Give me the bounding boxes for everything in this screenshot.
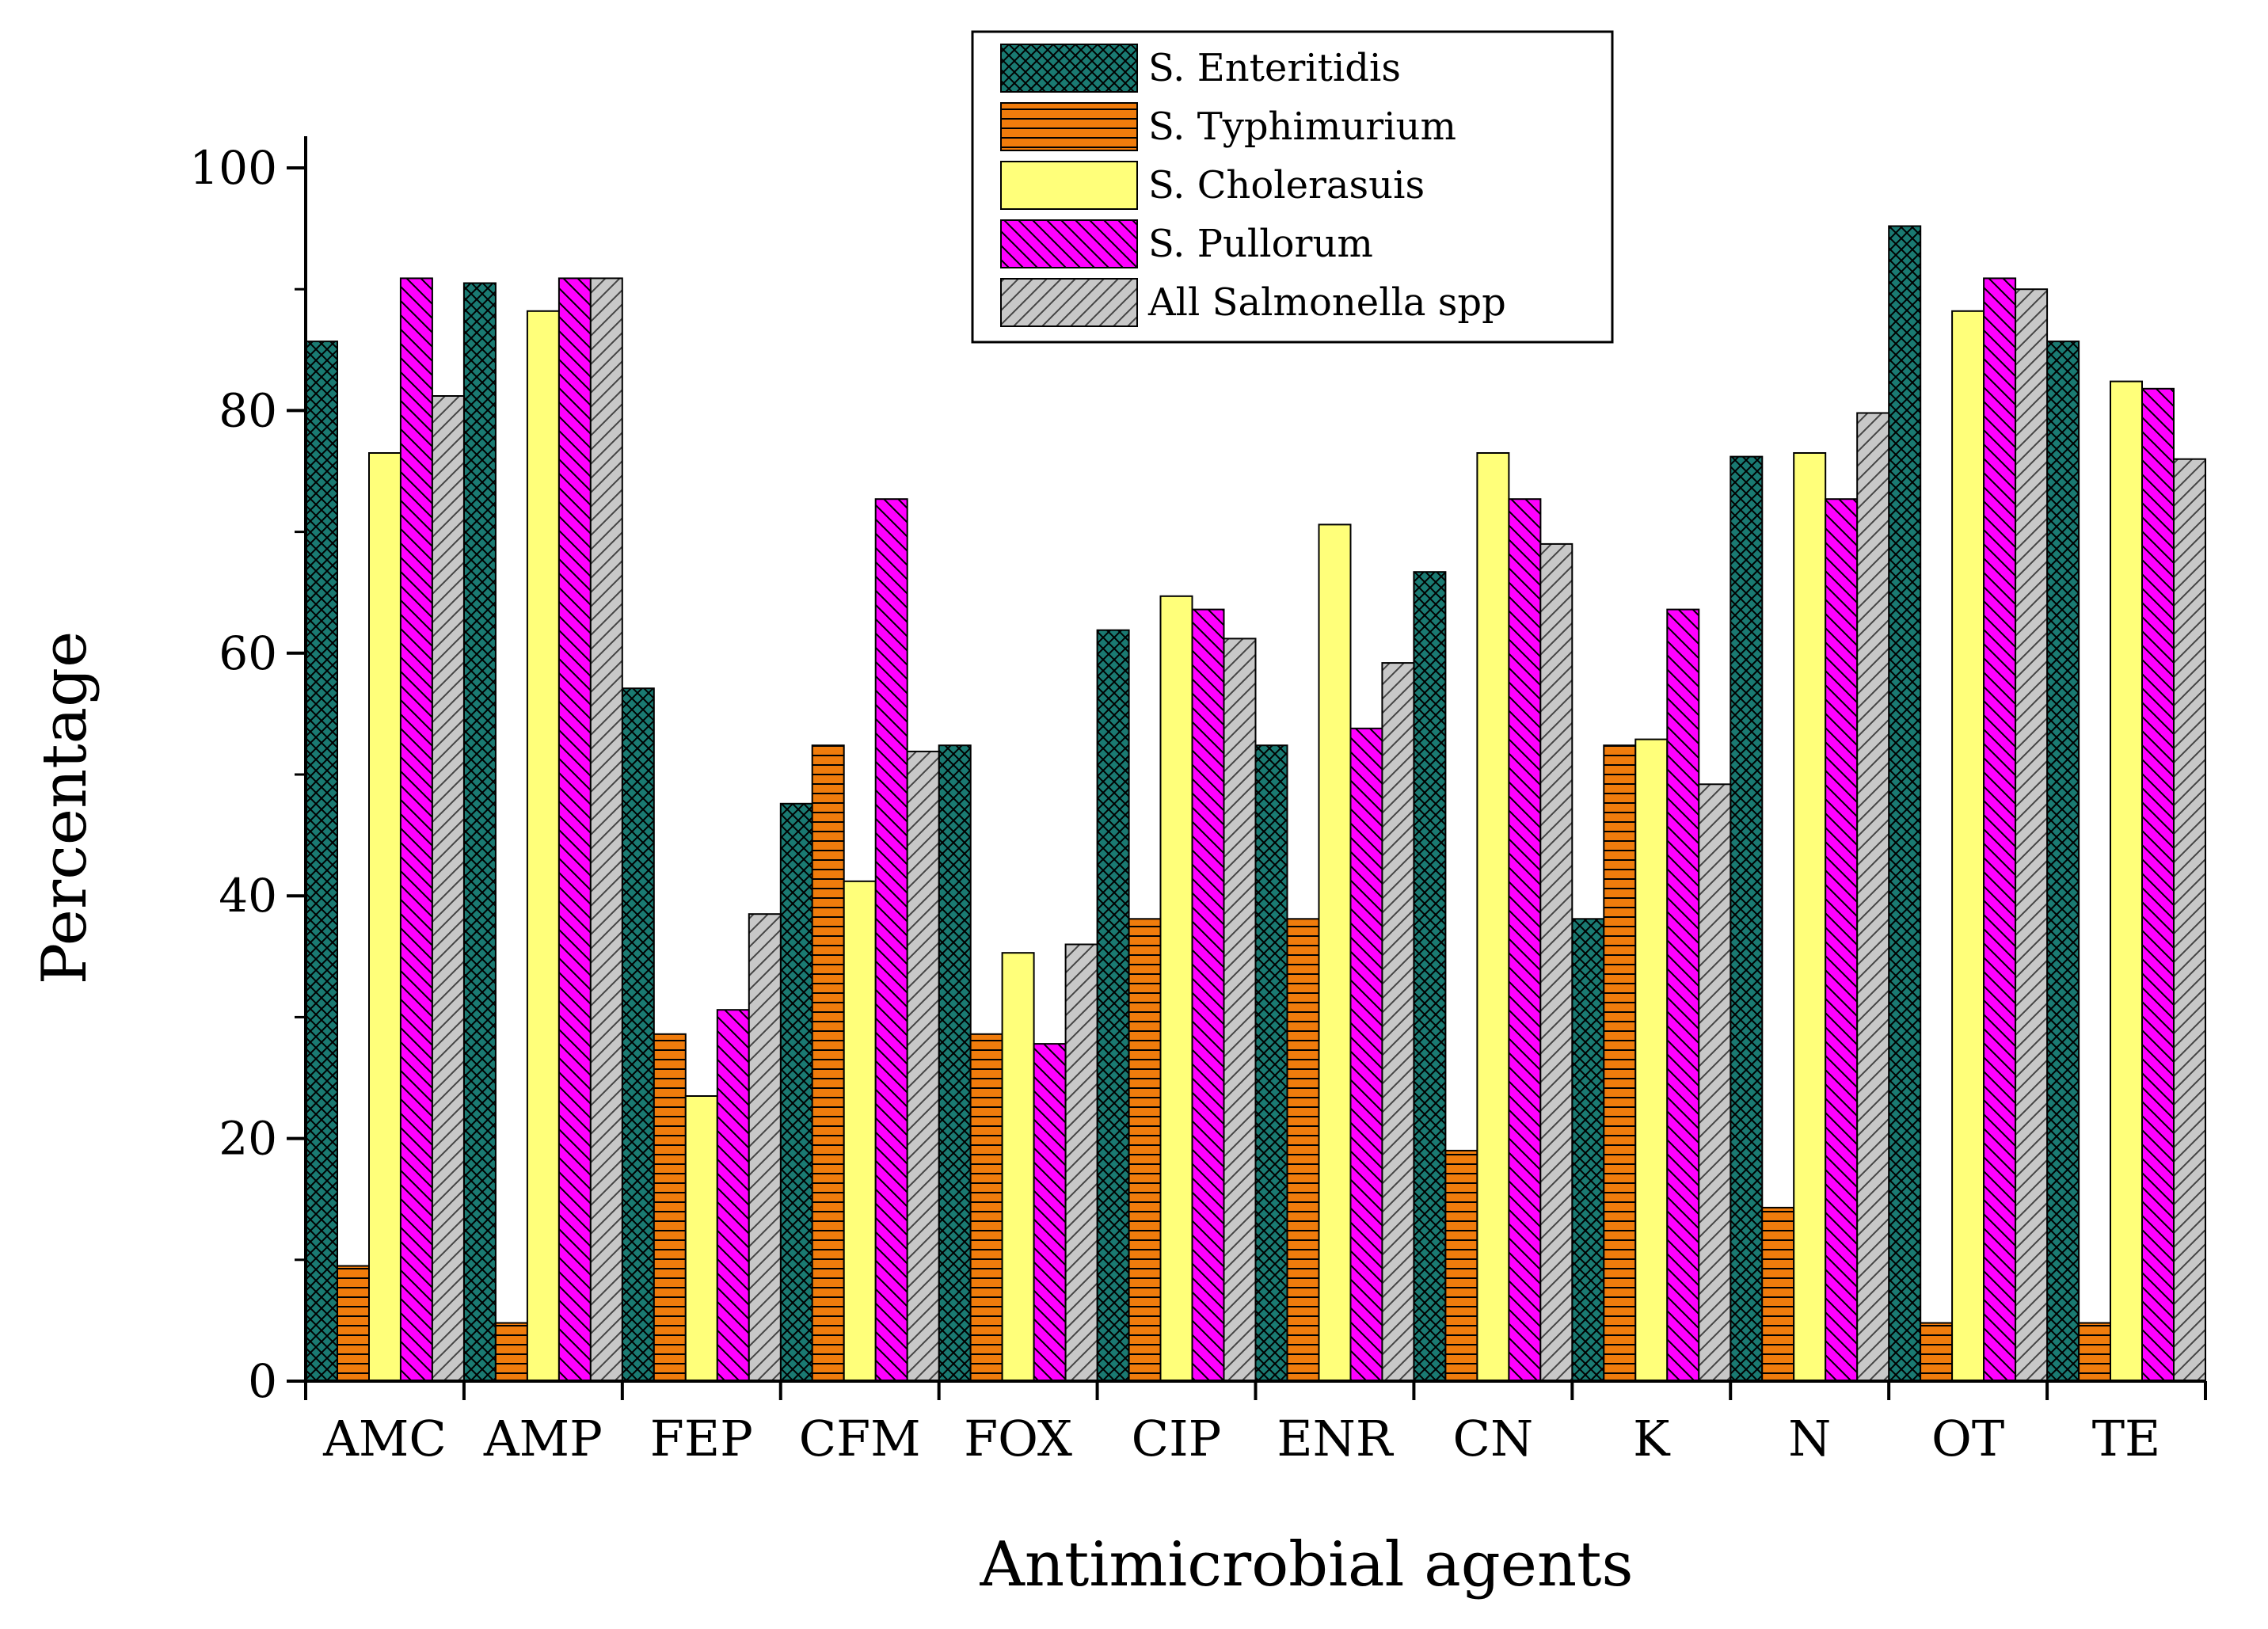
legend-swatch	[1000, 102, 1138, 151]
bar-n-series-5	[1856, 412, 1890, 1382]
bar-amc-series-5	[431, 395, 465, 1382]
bar-cfm-series-4	[874, 498, 908, 1383]
y-tick-label: 40	[219, 869, 277, 923]
bar-te-series-3	[2110, 380, 2143, 1383]
x-tick-label: OT	[1931, 1410, 2004, 1467]
legend-label: S. Cholerasuis	[1148, 163, 1425, 207]
bar-k-series-4	[1666, 608, 1700, 1382]
x-tick-label: FEP	[650, 1410, 753, 1467]
bar-enr-series-3	[1318, 523, 1352, 1382]
bar-cip-series-4	[1191, 608, 1225, 1382]
bar-n-series-1	[1730, 455, 1764, 1382]
bar-amc-series-1	[305, 341, 338, 1383]
bar-amc-series-3	[368, 452, 401, 1382]
legend-label: All Salmonella spp	[1147, 280, 1506, 325]
y-tick-label: 80	[219, 383, 277, 437]
y-tick-label: 0	[248, 1354, 277, 1408]
bar-te-series-4	[2141, 387, 2175, 1382]
x-tick-label: AMP	[483, 1410, 603, 1467]
bar-te-series-5	[2173, 458, 2206, 1383]
legend-swatch	[1000, 44, 1138, 93]
bar-fox-series-4	[1033, 1043, 1067, 1382]
bar-amp-series-2	[494, 1322, 528, 1382]
bar-fox-series-5	[1064, 943, 1098, 1382]
legend-swatch	[1000, 219, 1138, 268]
legend-label: S. Pullorum	[1148, 222, 1373, 266]
axes: 0 20 40 60 80 100 AMC AMP FEP CFM FOX CIP ENR CN K N OT T…	[189, 136, 2207, 1467]
bar-k-series-1	[1571, 918, 1605, 1383]
bar-te-series-1	[2046, 341, 2080, 1383]
bar-fep-series-4	[716, 1009, 750, 1382]
x-tick-label: CN	[1453, 1410, 1534, 1467]
bar-ot-series-5	[2015, 288, 2049, 1383]
legend-label: S. Enteritidis	[1148, 46, 1401, 90]
bar-cn-series-2	[1444, 1149, 1478, 1383]
bar-cfm-series-2	[811, 744, 845, 1382]
bar-n-series-3	[1793, 452, 1827, 1382]
bar-amp-series-1	[462, 282, 497, 1382]
x-tick-label: CIP	[1132, 1410, 1222, 1467]
bar-k-series-2	[1603, 744, 1637, 1382]
x-tick-label: FOX	[964, 1410, 1072, 1467]
bar-ot-series-2	[1920, 1322, 1954, 1382]
bars	[305, 225, 2206, 1383]
x-tick-label: TE	[2092, 1410, 2161, 1467]
bar-cn-series-5	[1539, 542, 1574, 1382]
bar-cn-series-4	[1508, 498, 1542, 1383]
bar-k-series-5	[1698, 783, 1732, 1382]
y-tick-label: 20	[219, 1112, 277, 1166]
x-tick-label: CFM	[799, 1410, 921, 1467]
bar-fep-series-2	[653, 1033, 687, 1383]
bar-cip-series-3	[1159, 595, 1193, 1382]
bar-cn-series-1	[1413, 571, 1447, 1382]
bar-ot-series-4	[1983, 277, 2017, 1382]
bar-cip-series-2	[1128, 918, 1162, 1383]
bar-enr-series-2	[1286, 918, 1320, 1383]
y-tick-label: 60	[219, 626, 277, 680]
bar-ot-series-3	[1951, 310, 1985, 1382]
bar-cip-series-1	[1096, 629, 1130, 1382]
bar-fox-series-2	[969, 1033, 1003, 1383]
bar-fep-series-1	[621, 687, 655, 1382]
bar-te-series-2	[2078, 1322, 2112, 1382]
bar-cfm-series-5	[906, 750, 940, 1382]
bar-cfm-series-1	[779, 802, 813, 1382]
bar-k-series-3	[1634, 738, 1669, 1382]
x-tick-label: ENR	[1277, 1410, 1395, 1467]
x-axis-title: Antimicrobial agents	[979, 1529, 1633, 1600]
bar-fep-series-3	[684, 1095, 718, 1382]
legend: S. Enteritidis S. Typhimurium S. Cholerasu…	[971, 30, 1614, 344]
bar-amc-series-4	[399, 277, 433, 1382]
legend-swatch	[1000, 161, 1138, 210]
bar-enr-series-4	[1349, 727, 1383, 1382]
x-tick-label: K	[1633, 1410, 1671, 1467]
bar-fox-series-3	[1001, 952, 1035, 1382]
bar-ot-series-1	[1888, 225, 1922, 1382]
bar-amc-series-2	[337, 1265, 370, 1382]
bar-cn-series-3	[1476, 452, 1510, 1382]
bar-n-series-4	[1825, 498, 1859, 1383]
legend-swatch	[1000, 278, 1138, 327]
bar-enr-series-5	[1381, 662, 1415, 1382]
bar-amp-series-5	[589, 277, 623, 1382]
bar-n-series-2	[1761, 1206, 1795, 1383]
bar-cip-series-5	[1223, 638, 1257, 1382]
x-tick-label: N	[1788, 1410, 1831, 1467]
bar-cfm-series-3	[843, 880, 877, 1383]
bar-amp-series-3	[526, 310, 560, 1382]
bar-enr-series-1	[1254, 744, 1288, 1382]
bar-amp-series-4	[557, 277, 592, 1382]
x-tick-label: AMC	[322, 1410, 447, 1467]
y-axis-title: Percentage	[29, 631, 101, 984]
bar-fox-series-1	[938, 744, 972, 1382]
y-tick-label: 100	[189, 141, 277, 195]
bar-fep-series-5	[748, 913, 782, 1382]
legend-label: S. Typhimurium	[1148, 105, 1456, 149]
